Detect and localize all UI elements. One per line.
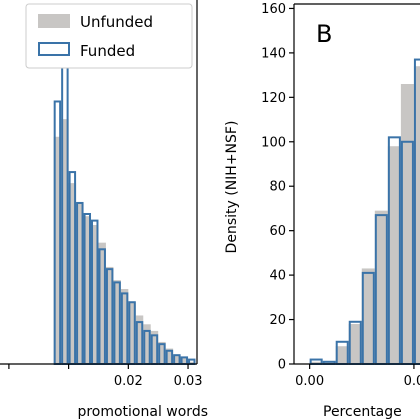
y-tick-label: 80 (269, 180, 286, 195)
unfunded-bar (135, 315, 144, 364)
panel-b-bars (309, 58, 420, 366)
panel-b-axes: 0.000.0020406080100120140160 (261, 2, 420, 389)
x-tick-label: 0.0 (404, 374, 420, 389)
legend-swatch-unfunded (38, 14, 70, 28)
legend-label-unfunded: Unfunded (80, 13, 153, 31)
unfunded-bar (173, 355, 181, 364)
legend-swatch-funded (38, 42, 70, 56)
x-tick-label: 0.00 (295, 374, 324, 389)
unfunded-bar (83, 216, 92, 364)
unfunded-bar (105, 266, 114, 364)
unfunded-bar (91, 225, 99, 364)
panel-b-histogram: 0.000.0020406080100120140160 B Density (… (224, 2, 420, 420)
unfunded-bar (76, 202, 84, 364)
unfunded-bar (158, 341, 166, 364)
panel-a-axes: 0.02 0.03 (0, 0, 203, 389)
y-tick-label: 60 (269, 224, 286, 239)
y-tick-label: 20 (269, 313, 286, 328)
unfunded-bar (374, 210, 388, 364)
x-tick-label: 0.02 (114, 374, 143, 389)
unfunded-bar (165, 348, 174, 364)
panel-b-xlabel: Percentage (323, 404, 402, 420)
unfunded-bar (61, 119, 69, 364)
panel-a-bars (53, 65, 196, 366)
unfunded-bar (150, 330, 159, 364)
legend-label-funded: Funded (80, 42, 135, 60)
panel-b-ylabel: Density (NIH+NSF) (224, 121, 240, 254)
unfunded-bar (361, 268, 375, 364)
unfunded-bar (400, 84, 414, 364)
unfunded-bar (68, 183, 77, 364)
unfunded-bar (309, 361, 323, 364)
unfunded-bar (128, 302, 136, 364)
y-tick-label: 120 (261, 91, 286, 106)
unfunded-bar (335, 346, 349, 364)
unfunded-bar (98, 242, 106, 364)
unfunded-bar (143, 324, 151, 364)
panel-letter-b: B (316, 20, 332, 48)
unfunded-bar (120, 288, 129, 364)
unfunded-bar (180, 357, 189, 364)
unfunded-bar (113, 280, 121, 364)
y-tick-label: 160 (261, 2, 286, 17)
unfunded-bar (322, 361, 336, 364)
y-tick-label: 100 (261, 135, 286, 150)
unfunded-bar (387, 146, 401, 364)
unfunded-bar (188, 361, 196, 364)
panel-a-histogram: 0.02 0.03 Unfunded Funded promotional wor… (0, 0, 208, 420)
y-tick-label: 0 (278, 358, 286, 373)
unfunded-bar (413, 66, 420, 364)
legend: Unfunded Funded (25, 3, 193, 69)
x-tick-label: 0.03 (174, 374, 203, 389)
unfunded-bar (348, 324, 362, 364)
y-tick-label: 140 (261, 46, 286, 61)
y-tick-label: 40 (269, 269, 286, 284)
unfunded-bar (53, 136, 62, 364)
panel-a-xlabel: promotional words (77, 404, 208, 420)
funded-bar (413, 58, 420, 366)
